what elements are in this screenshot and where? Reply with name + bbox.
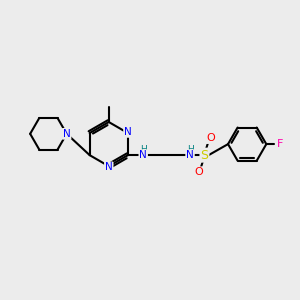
Text: N: N bbox=[186, 150, 194, 160]
Text: N: N bbox=[139, 150, 147, 160]
Text: H: H bbox=[140, 146, 147, 154]
Text: O: O bbox=[194, 167, 203, 177]
Text: N: N bbox=[124, 127, 132, 137]
Text: O: O bbox=[206, 133, 215, 143]
Text: N: N bbox=[105, 162, 113, 172]
Text: S: S bbox=[200, 149, 208, 162]
Text: F: F bbox=[277, 139, 283, 149]
Text: N: N bbox=[63, 129, 70, 139]
Text: H: H bbox=[187, 146, 194, 154]
